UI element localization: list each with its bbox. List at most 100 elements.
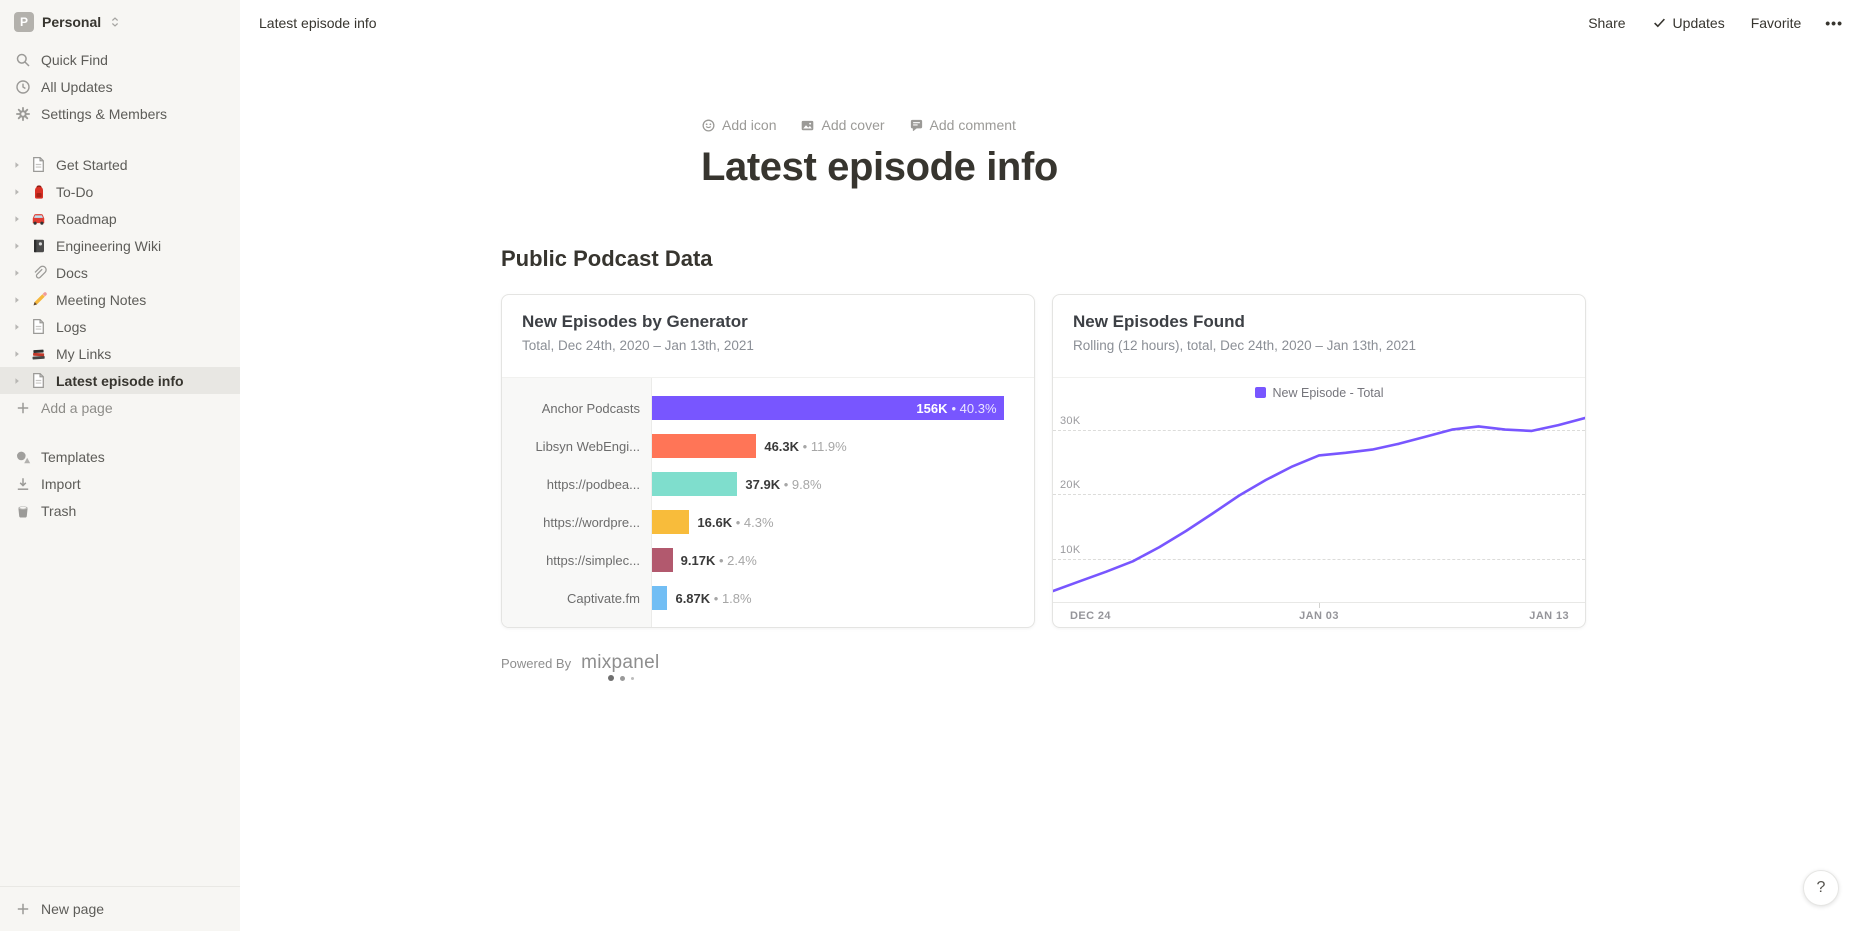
bar-chart-header: New Episodes by Generator Total, Dec 24t… [502, 295, 1034, 377]
sidebar-page-logs[interactable]: Logs [0, 313, 240, 340]
bar-row-libsyn-webengi[interactable]: Libsyn WebEngi... 46.3K • 11.9% [502, 427, 1034, 465]
mixpanel-logo[interactable]: mixpanel [581, 652, 660, 673]
templates-icon [15, 449, 31, 465]
add-cover-button[interactable]: Add cover [800, 117, 885, 133]
page-title: Latest episode info [701, 145, 1058, 189]
sidebar-page-my-links[interactable]: My Links [0, 340, 240, 367]
paperclip-icon [31, 265, 47, 281]
bar-value-label: 46.3K • 11.9% [764, 438, 847, 454]
toggle-chevron-right-icon[interactable] [10, 158, 24, 172]
sidebar-bottom-nav: Templates Import Trash [0, 443, 240, 524]
sidebar-page-docs[interactable]: Docs [0, 259, 240, 286]
workspace-name: Personal [42, 14, 102, 30]
toggle-chevron-right-icon[interactable] [10, 212, 24, 226]
breadcrumb[interactable]: Latest episode info [259, 14, 377, 31]
updates-button[interactable]: Updates [1644, 11, 1733, 35]
pencil-icon [31, 291, 47, 308]
toggle-chevron-right-icon[interactable] [10, 347, 24, 361]
toggle-chevron-right-icon[interactable] [10, 239, 24, 253]
image-icon [800, 118, 815, 133]
sidebar-top-nav: Quick Find All Updates Settings & Member… [0, 46, 240, 127]
doc-icon [30, 318, 47, 335]
bar-row-anchor-podcasts[interactable]: Anchor Podcasts 156K • 40.3% [502, 389, 1034, 427]
new-page-button[interactable]: New page [0, 886, 240, 931]
add-icon-button[interactable]: Add icon [701, 117, 776, 133]
powered-by-row: Powered By mixpanel [501, 645, 1863, 681]
comment-icon [909, 118, 924, 133]
x-tick [1319, 603, 1320, 608]
doc-icon [30, 156, 47, 173]
y-tick-label: 10K [1060, 543, 1081, 556]
car-icon [30, 210, 47, 227]
bar-category-label: https://simplec... [546, 552, 640, 568]
line-chart-header: New Episodes Found Rolling (12 hours), t… [1053, 295, 1585, 377]
sidebar-item-trash[interactable]: Trash [0, 497, 240, 524]
smiley-icon [701, 118, 716, 133]
bar-value-label: 156K • 40.3% [916, 400, 997, 416]
gear-icon [15, 106, 31, 122]
workspace-switcher[interactable]: P Personal [0, 0, 240, 38]
help-button[interactable]: ? [1803, 870, 1839, 906]
toggle-chevron-right-icon[interactable] [10, 374, 24, 388]
sidebar-page-get-started[interactable]: Get Started [0, 151, 240, 178]
bar-row-https-podbea[interactable]: https://podbea... 37.9K • 9.8% [502, 465, 1034, 503]
gridline [1053, 558, 1585, 560]
sidebar-item-quick-find[interactable]: Quick Find [0, 46, 240, 73]
sidebar-item-all-updates[interactable]: All Updates [0, 73, 240, 100]
share-button[interactable]: Share [1588, 14, 1626, 31]
main-area: Latest episode info Share Updates Favori… [240, 0, 1863, 931]
line-chart-title: New Episodes Found [1073, 312, 1245, 331]
bar-row-captivate-fm[interactable]: Captivate.fm 6.87K • 1.8% [502, 579, 1034, 617]
carousel-dots[interactable] [607, 675, 634, 681]
line-chart-card[interactable]: New Episodes Found Rolling (12 hours), t… [1052, 294, 1586, 628]
toggle-chevron-right-icon[interactable] [10, 293, 24, 307]
chevron-up-down-icon [109, 16, 121, 28]
bar [652, 434, 757, 458]
bar-chart-card[interactable]: New Episodes by Generator Total, Dec 24t… [501, 294, 1035, 628]
favorite-button[interactable]: Favorite [1750, 14, 1802, 31]
bar-category-label: Libsyn WebEngi... [535, 438, 640, 454]
toggle-chevron-right-icon[interactable] [10, 266, 24, 280]
bar-row-https-wordpre[interactable]: https://wordpre... 16.6K • 4.3% [502, 503, 1034, 541]
bar-category-label: https://podbea... [546, 476, 640, 492]
legend-swatch [1254, 387, 1266, 398]
sidebar-page-to-do[interactable]: To-Do [0, 178, 240, 205]
notebook-icon [31, 238, 47, 254]
more-options-button[interactable]: ••• [1825, 14, 1843, 31]
sidebar-item-settings-members[interactable]: Settings & Members [0, 100, 240, 127]
bar-value-label: 16.6K • 4.3% [697, 514, 774, 530]
legend-label: New Episode - Total [1272, 385, 1384, 400]
sidebar-page-roadmap[interactable]: Roadmap [0, 205, 240, 232]
bar: 156K • 40.3% [652, 396, 1004, 420]
plus-icon [15, 400, 31, 416]
sidebar-page-meeting-notes[interactable]: Meeting Notes [0, 286, 240, 313]
line-chart-xaxis: DEC 24 JAN 03 JAN 13 [1053, 602, 1585, 627]
toggle-chevron-right-icon[interactable] [10, 185, 24, 199]
bar-row-https-simplec[interactable]: https://simplec... 9.17K • 2.4% [502, 541, 1034, 579]
plus-icon [15, 901, 31, 917]
sidebar-item-import[interactable]: Import [0, 470, 240, 497]
sidebar: P Personal Quick Find All Updates Settin… [0, 0, 240, 931]
backpack-icon [31, 184, 47, 200]
add-comment-button[interactable]: Add comment [909, 117, 1016, 133]
workspace-avatar: P [14, 12, 34, 32]
powered-by-label: Powered By [501, 655, 572, 671]
bar [652, 510, 690, 534]
line-chart-plot: 10K 20K 30K [1053, 407, 1585, 602]
doc-icon [30, 372, 47, 389]
line-chart-legend: New Episode - Total [1053, 377, 1585, 407]
trash-icon [15, 503, 31, 519]
x-tick-label: JAN 13 [1529, 610, 1569, 622]
section-heading: Public Podcast Data [501, 246, 713, 271]
sidebar-item-templates[interactable]: Templates [0, 443, 240, 470]
sidebar-page-engineering-wiki[interactable]: Engineering Wiki [0, 232, 240, 259]
sidebar-page-latest-episode-info[interactable]: Latest episode info [0, 367, 240, 394]
clock-icon [15, 79, 31, 95]
toggle-chevron-right-icon[interactable] [10, 320, 24, 334]
add-a-page-button[interactable]: Add a page [0, 394, 240, 421]
import-icon [15, 476, 31, 492]
x-tick-label: DEC 24 [1070, 610, 1111, 622]
bar-category-label: Anchor Podcasts [541, 400, 640, 416]
check-icon [1652, 15, 1667, 30]
bar-value-label: 37.9K • 9.8% [745, 476, 822, 492]
